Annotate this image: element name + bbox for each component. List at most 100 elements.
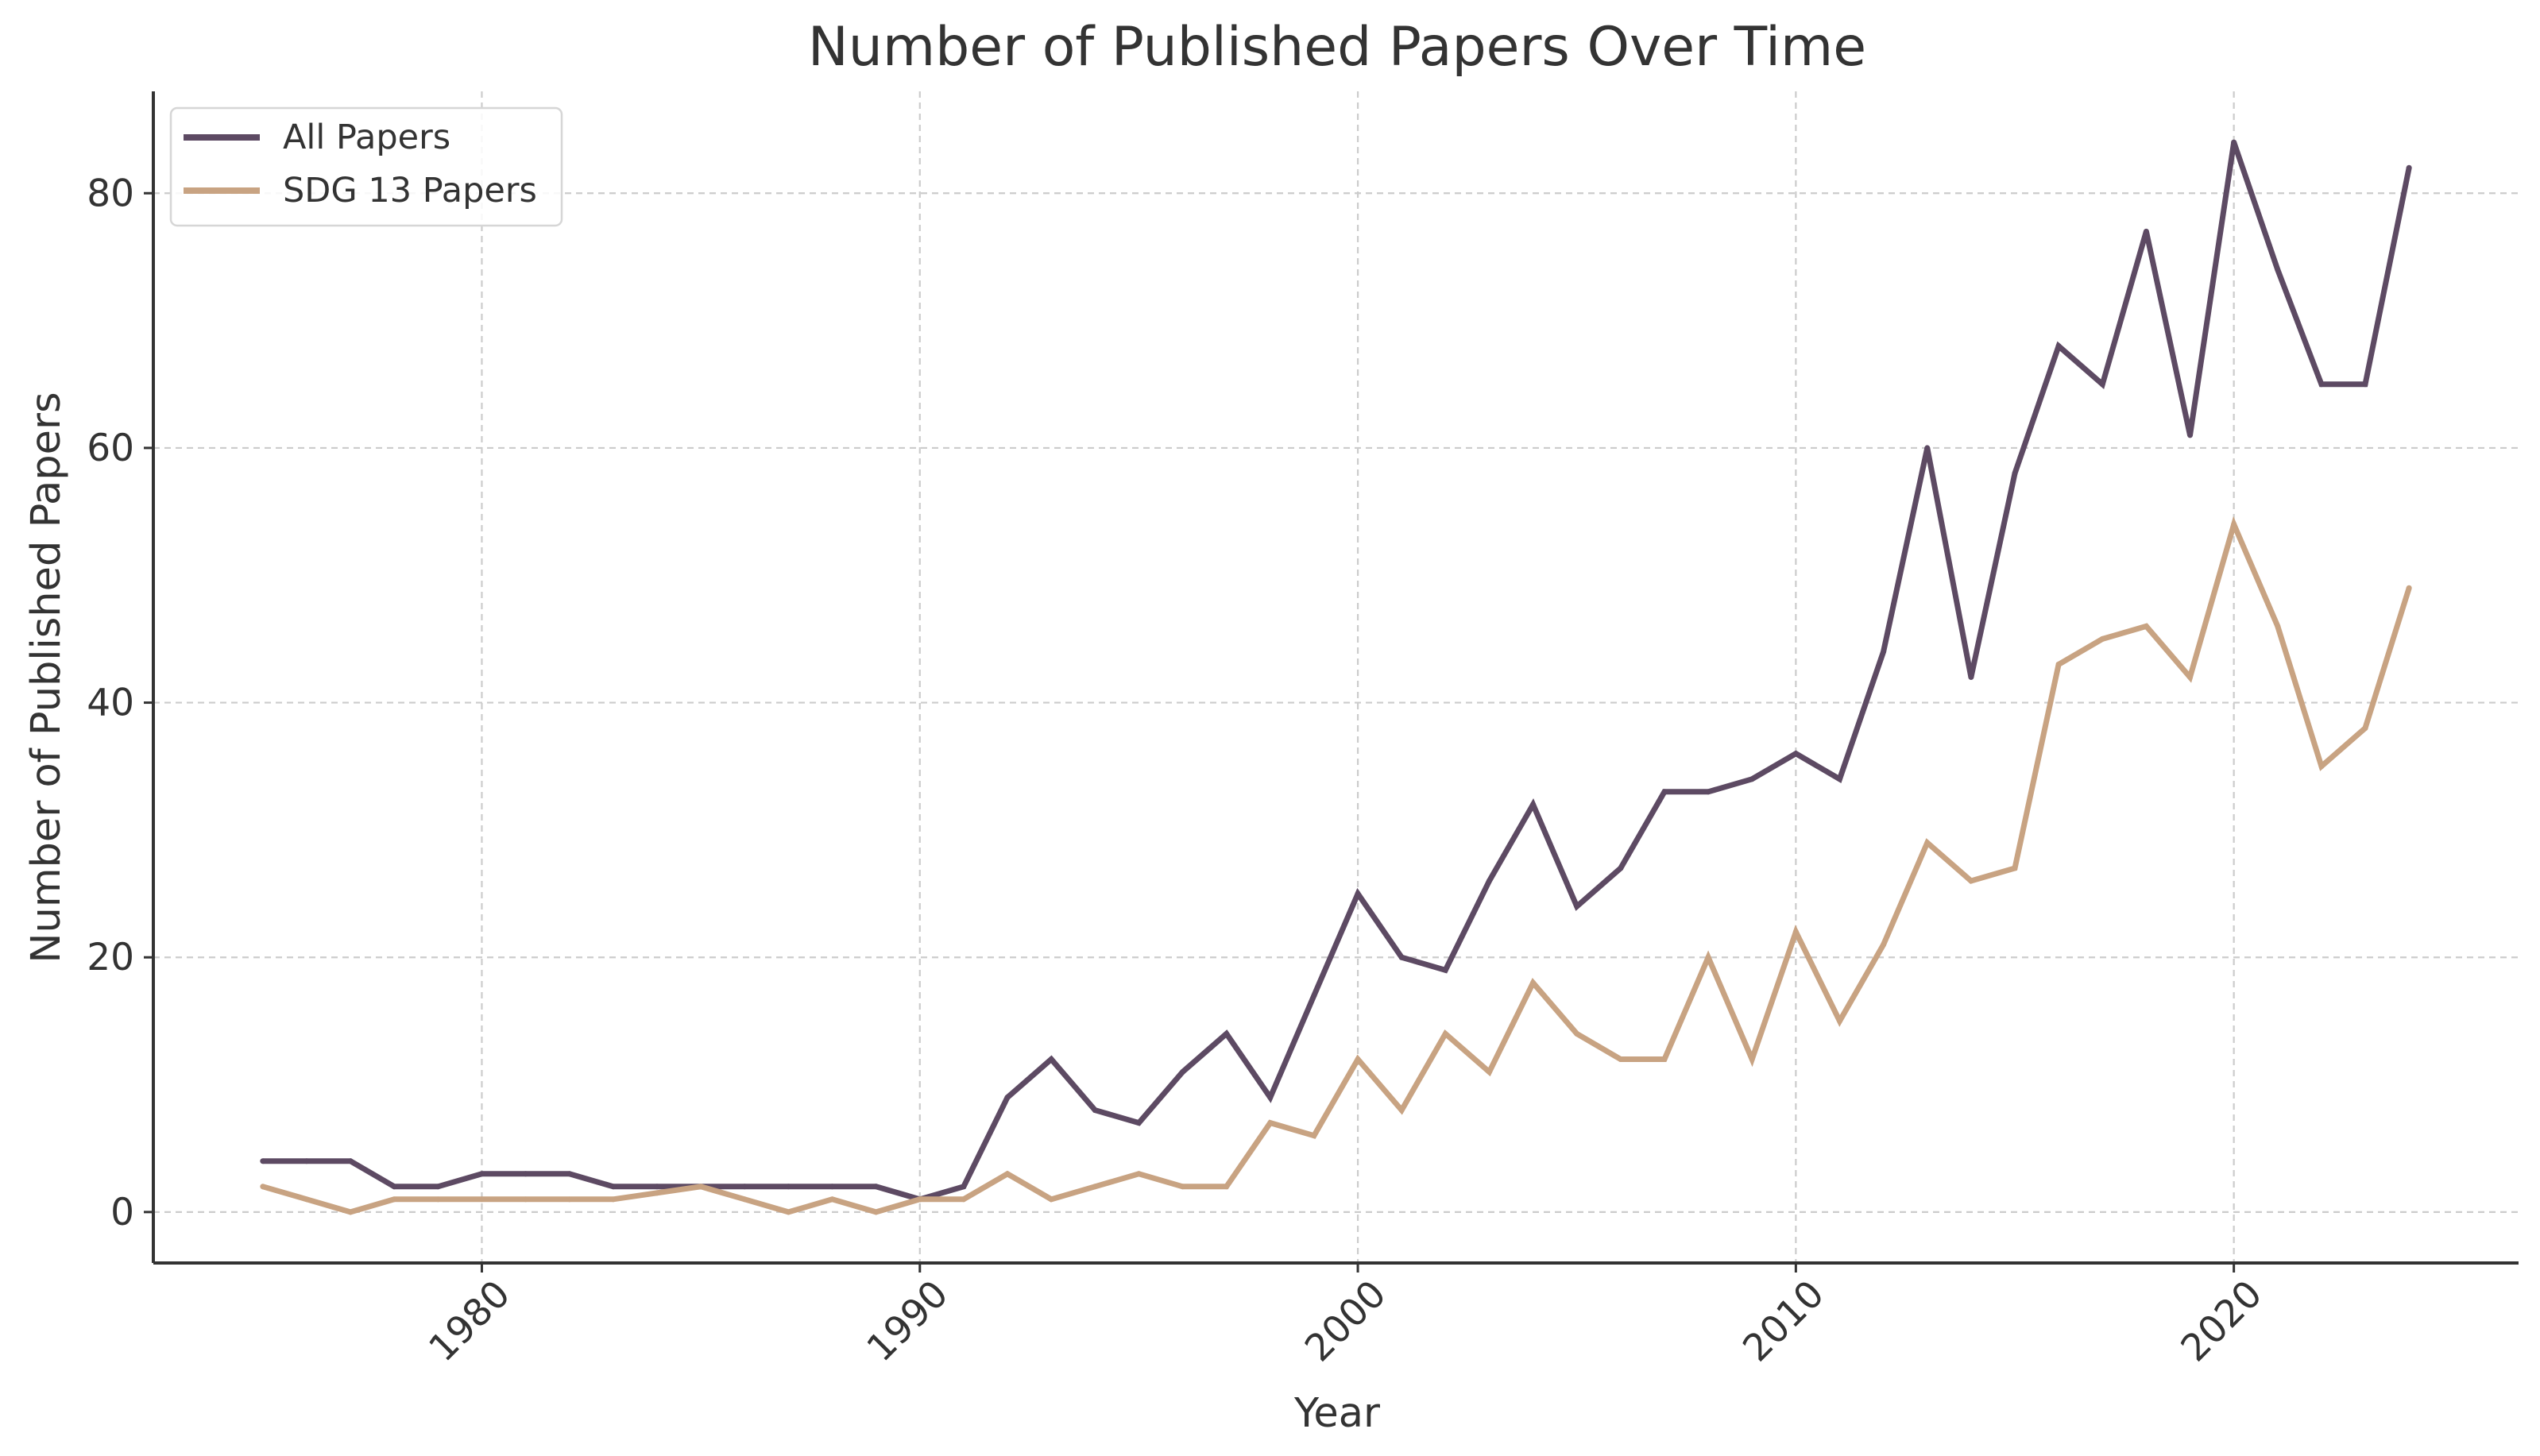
y-tick-label-20: 20 (87, 936, 134, 979)
data-point-all-papers-1998 (1267, 1095, 1274, 1101)
data-point-all-papers-1980 (478, 1171, 485, 1177)
data-point-all-papers-2019 (2187, 432, 2194, 438)
x-tick-label-2010: 2010 (1734, 1273, 1832, 1370)
y-tick-label-0: 0 (110, 1191, 134, 1234)
x-axis-label: Year (1293, 1390, 1380, 1437)
data-point-all-papers-2020 (2231, 139, 2237, 145)
data-point-all-papers-1975 (260, 1158, 266, 1164)
data-point-sdg-13-papers-1995 (1135, 1171, 1142, 1177)
data-point-sdg-13-papers-2016 (2055, 661, 2062, 667)
data-point-sdg-13-papers-2024 (2406, 585, 2412, 591)
data-point-sdg-13-papers-1975 (260, 1184, 266, 1190)
data-point-sdg-13-papers-2008 (1705, 954, 1711, 960)
data-point-all-papers-2007 (1661, 789, 1668, 795)
data-point-sdg-13-papers-2010 (1792, 929, 1799, 935)
data-point-sdg-13-papers-1990 (917, 1196, 923, 1203)
data-point-all-papers-2018 (2143, 228, 2149, 234)
data-point-all-papers-1978 (391, 1184, 397, 1190)
legend: All Papers SDG 13 Papers (169, 106, 563, 227)
data-point-all-papers-2000 (1355, 890, 1361, 897)
data-point-sdg-13-papers-2017 (2099, 635, 2105, 642)
y-tick-label-60: 60 (87, 427, 134, 470)
data-point-sdg-13-papers-2021 (2275, 623, 2281, 629)
data-point-all-papers-2003 (1486, 878, 1492, 884)
data-point-sdg-13-papers-2015 (2012, 865, 2018, 871)
data-point-sdg-13-papers-1981 (523, 1196, 529, 1203)
data-point-all-papers-2013 (1924, 445, 1931, 451)
y-axis-label: Number of Published Papers (23, 392, 70, 963)
data-point-all-papers-2022 (2318, 381, 2325, 388)
data-point-all-papers-2014 (1968, 674, 1974, 680)
x-tick-label-1990: 1990 (859, 1273, 957, 1370)
data-point-sdg-13-papers-1988 (829, 1196, 836, 1203)
data-point-sdg-13-papers-1986 (741, 1196, 748, 1203)
data-point-sdg-13-papers-2018 (2143, 623, 2149, 629)
data-point-sdg-13-papers-2009 (1749, 1056, 1755, 1062)
data-point-all-papers-2008 (1705, 789, 1711, 795)
series-points-sdg-13-papers (260, 521, 2412, 1215)
series-points-all-papers (260, 139, 2412, 1203)
data-point-all-papers-2023 (2362, 381, 2368, 388)
data-point-sdg-13-papers-2006 (1618, 1056, 1624, 1062)
data-point-all-papers-1993 (1048, 1056, 1054, 1062)
data-point-all-papers-1989 (873, 1184, 880, 1190)
legend-label-all-papers: All Papers (283, 118, 450, 157)
data-point-sdg-13-papers-1983 (610, 1196, 617, 1203)
data-point-sdg-13-papers-1987 (785, 1209, 791, 1215)
data-point-all-papers-1983 (610, 1184, 617, 1190)
data-point-sdg-13-papers-2014 (1968, 878, 1974, 884)
legend-label-sdg13-papers: SDG 13 Papers (283, 171, 537, 210)
data-point-all-papers-1981 (523, 1171, 529, 1177)
data-point-all-papers-1997 (1224, 1030, 1230, 1037)
x-tick-label-1980: 1980 (420, 1273, 518, 1370)
data-point-all-papers-2005 (1574, 903, 1580, 910)
data-point-sdg-13-papers-2004 (1530, 979, 1537, 986)
data-point-all-papers-2017 (2099, 381, 2105, 388)
data-point-sdg-13-papers-1978 (391, 1196, 397, 1203)
data-point-all-papers-2006 (1618, 865, 1624, 871)
data-point-sdg-13-papers-1997 (1224, 1184, 1230, 1190)
data-point-sdg-13-papers-2000 (1355, 1056, 1361, 1062)
data-point-all-papers-1992 (1004, 1095, 1011, 1101)
data-point-all-papers-2009 (1749, 776, 1755, 782)
data-point-sdg-13-papers-2002 (1442, 1030, 1448, 1037)
data-point-sdg-13-papers-1994 (1092, 1184, 1098, 1190)
series-line-sdg-13-papers (261, 516, 2412, 1215)
data-point-sdg-13-papers-2020 (2231, 521, 2237, 527)
data-point-sdg-13-papers-1984 (654, 1190, 660, 1196)
data-point-all-papers-1991 (961, 1184, 967, 1190)
data-point-sdg-13-papers-1977 (347, 1209, 354, 1215)
data-point-sdg-13-papers-2005 (1574, 1030, 1580, 1037)
data-point-sdg-13-papers-2019 (2187, 674, 2194, 680)
data-point-all-papers-2001 (1398, 954, 1405, 960)
data-point-all-papers-2010 (1792, 751, 1799, 757)
series-group (260, 139, 2412, 1215)
data-point-sdg-13-papers-2022 (2318, 763, 2325, 770)
data-point-sdg-13-papers-1998 (1267, 1120, 1274, 1126)
data-point-all-papers-2021 (2275, 266, 2281, 272)
x-tick-label-2000: 2000 (1297, 1273, 1394, 1370)
data-point-sdg-13-papers-1982 (566, 1196, 573, 1203)
data-point-all-papers-1977 (347, 1158, 354, 1164)
data-point-all-papers-1982 (566, 1171, 573, 1177)
grid (153, 91, 2519, 1263)
data-point-all-papers-1999 (1311, 992, 1317, 998)
data-point-all-papers-1984 (654, 1184, 660, 1190)
data-point-all-papers-2024 (2406, 164, 2412, 171)
data-point-sdg-13-papers-1976 (303, 1196, 310, 1203)
data-point-sdg-13-papers-1979 (435, 1196, 441, 1203)
legend-box (169, 106, 563, 227)
data-point-all-papers-1986 (741, 1184, 748, 1190)
data-point-all-papers-2002 (1442, 967, 1448, 973)
data-point-all-papers-2015 (2012, 470, 2018, 477)
data-point-sdg-13-papers-1993 (1048, 1196, 1054, 1203)
data-point-all-papers-2004 (1530, 801, 1537, 808)
data-point-sdg-13-papers-2023 (2362, 725, 2368, 732)
data-point-sdg-13-papers-1992 (1004, 1171, 1011, 1177)
series-line-all-papers (262, 141, 2412, 1203)
data-point-all-papers-1979 (435, 1184, 441, 1190)
data-point-all-papers-1996 (1180, 1069, 1186, 1076)
data-point-all-papers-1987 (785, 1184, 791, 1190)
